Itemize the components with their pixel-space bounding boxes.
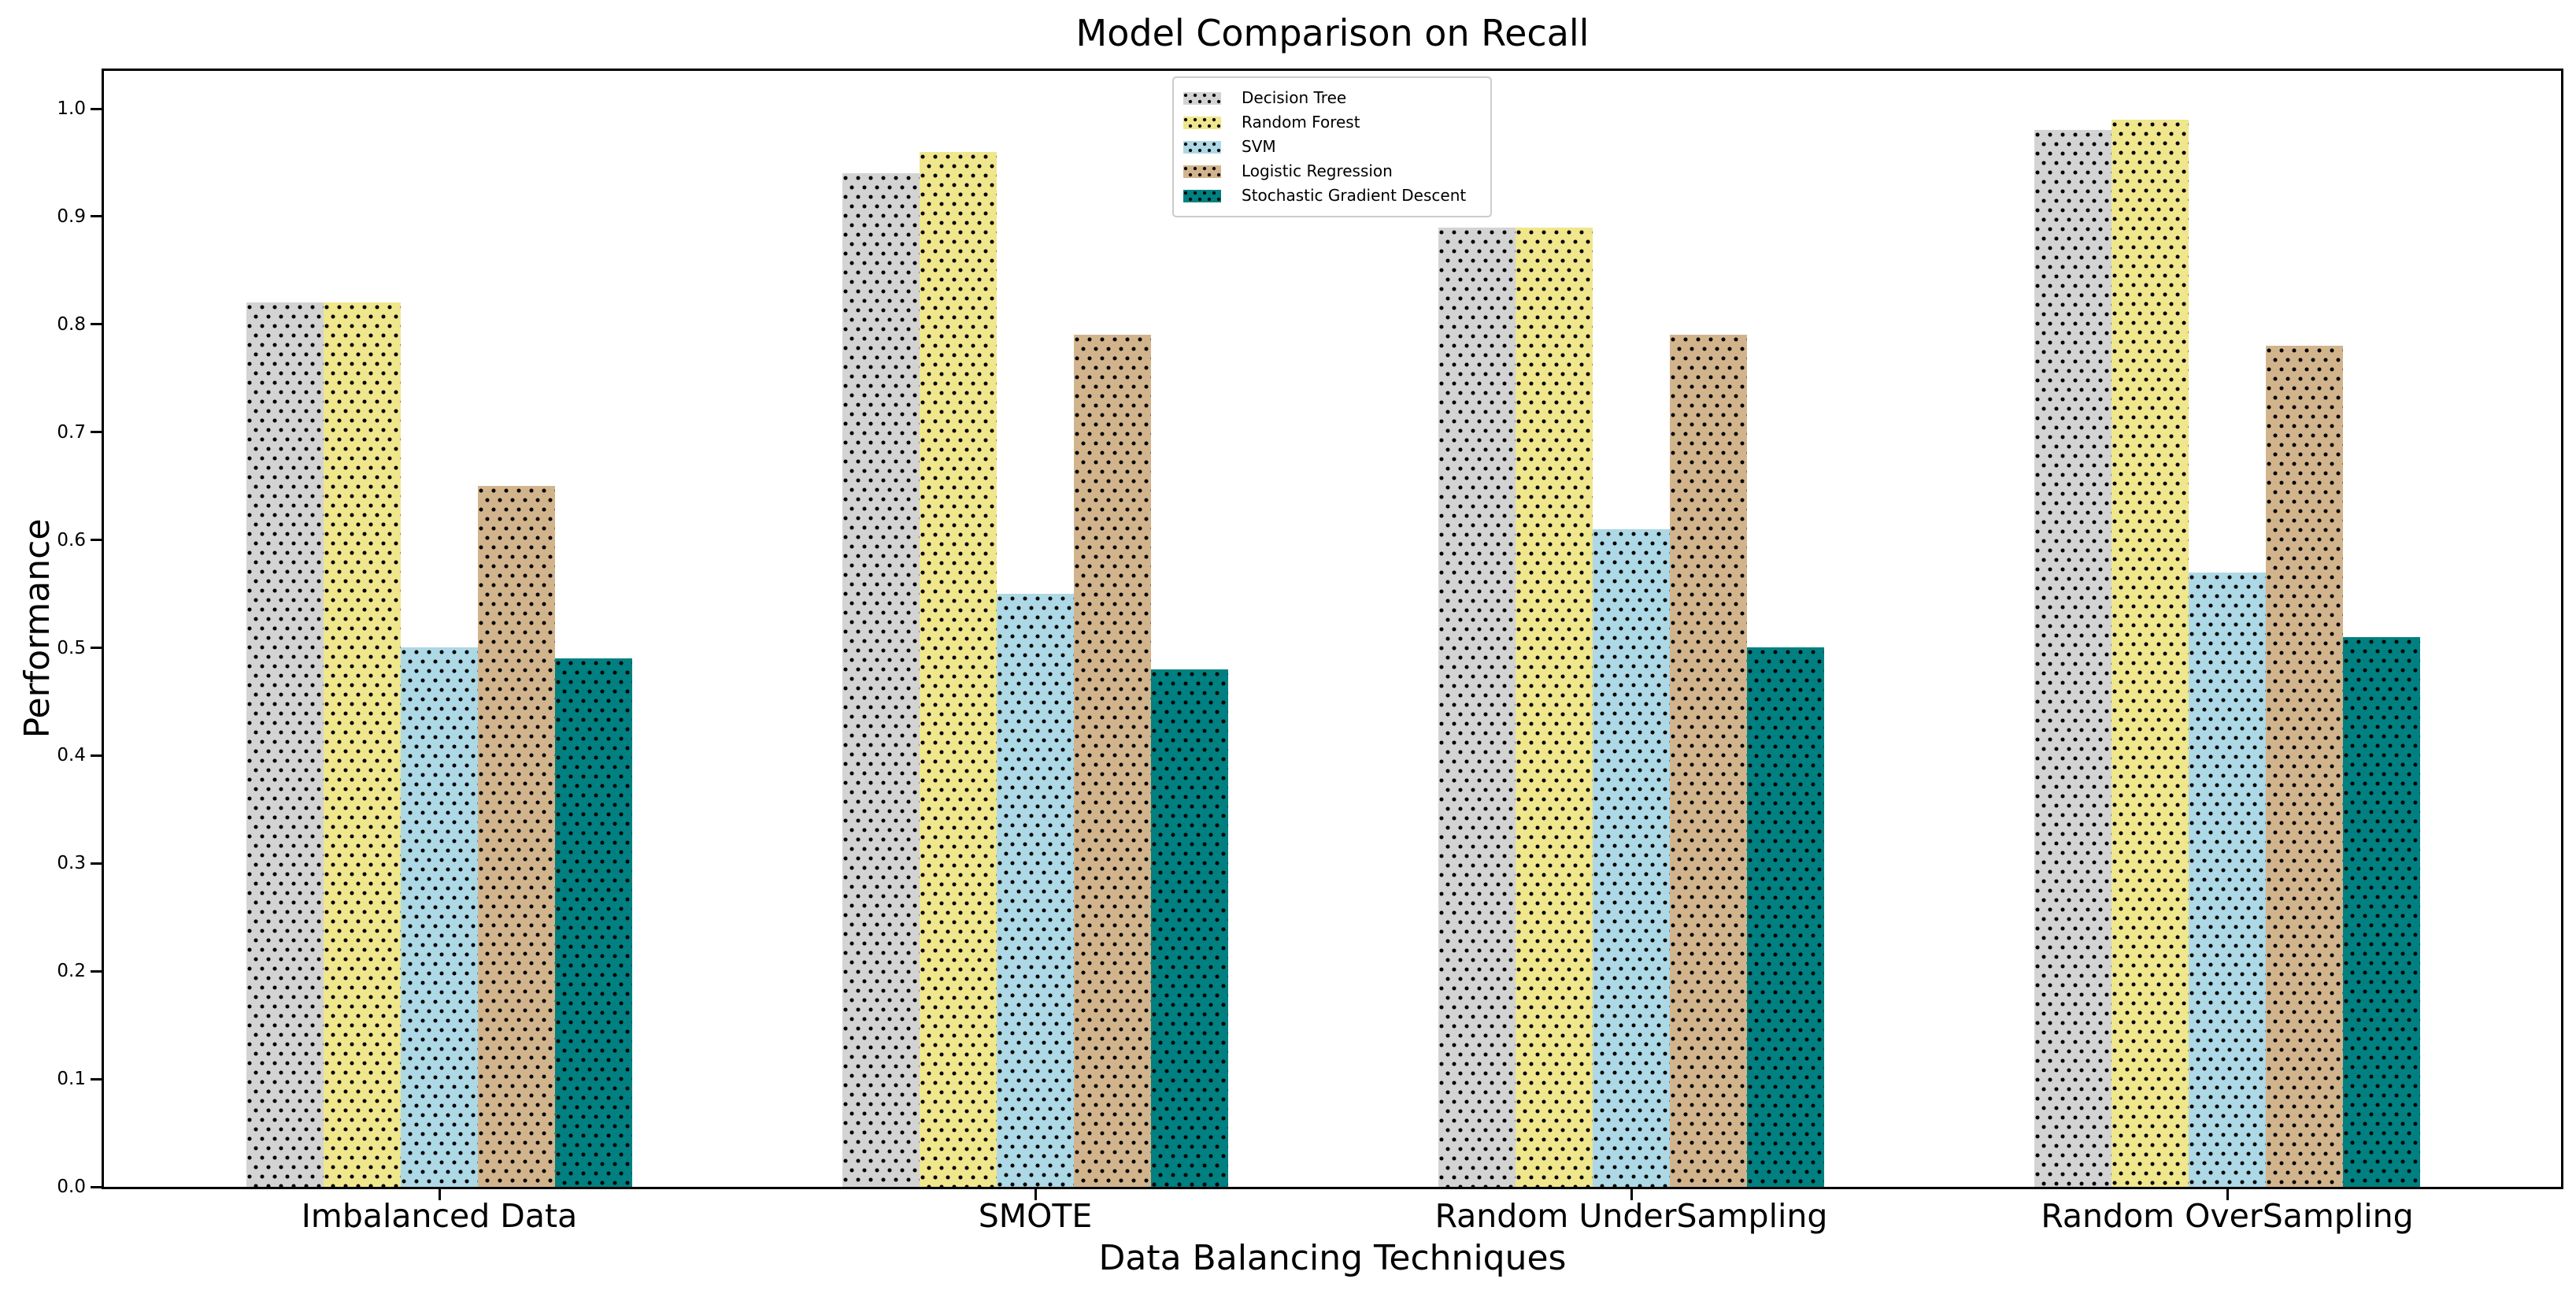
y-tick-label: 0.1	[57, 1069, 86, 1090]
chart-title: Model Comparison on Recall	[1075, 12, 1590, 54]
legend-swatch	[1183, 189, 1221, 202]
legend-entry: Stochastic Gradient Descent	[1183, 183, 1481, 208]
legend-swatch	[1183, 116, 1221, 129]
y-tick-mark	[91, 431, 102, 434]
legend-label: Stochastic Gradient Descent	[1242, 186, 1467, 205]
x-tick-mark	[2226, 1187, 2229, 1200]
plot-area	[102, 69, 2563, 1189]
bar-stochastic-gradient-descent-group3	[1747, 647, 1824, 1187]
bar-decision-tree-group2	[842, 173, 920, 1187]
x-tick-label: Random OverSampling	[2041, 1197, 2414, 1235]
bar-stochastic-gradient-descent-group2	[1151, 669, 1228, 1187]
bar-svm-group1	[401, 647, 478, 1187]
legend: Decision Tree Random Forest SVM Logistic Re…	[1172, 76, 1492, 217]
bar-logistic-regression-group3	[1670, 335, 1747, 1187]
bar-random-forest-group3	[1516, 228, 1593, 1187]
y-tick-label: 0.8	[57, 313, 86, 335]
legend-swatch	[1183, 165, 1221, 178]
y-tick-label: 0.3	[57, 853, 86, 874]
y-tick-mark	[91, 647, 102, 649]
bar-stochastic-gradient-descent-group1	[555, 658, 632, 1187]
bar-svm-group2	[997, 594, 1074, 1187]
x-axis-label: Data Balancing Techniques	[1098, 1238, 1567, 1278]
bar-random-forest-group4	[2112, 120, 2189, 1187]
x-tick-label: Imbalanced Data	[301, 1197, 578, 1235]
y-tick-mark	[91, 539, 102, 542]
bar-logistic-regression-group1	[478, 486, 555, 1187]
x-tick-label: SMOTE	[978, 1197, 1093, 1235]
y-tick-label: 0.7	[57, 421, 86, 443]
legend-swatch	[1183, 91, 1221, 105]
x-tick-mark	[438, 1187, 441, 1200]
x-tick-mark	[1034, 1187, 1037, 1200]
legend-entry: Decision Tree	[1183, 86, 1481, 110]
legend-entry: Random Forest	[1183, 110, 1481, 135]
legend-entry: Logistic Regression	[1183, 159, 1481, 183]
bar-decision-tree-group3	[1438, 228, 1516, 1187]
y-tick-mark	[91, 969, 102, 973]
y-axis-label: Performance	[17, 518, 57, 739]
legend-label: SVM	[1242, 137, 1276, 156]
y-tick-mark	[91, 862, 102, 865]
x-tick-label: Random UnderSampling	[1434, 1197, 1828, 1235]
bar-logistic-regression-group2	[1074, 335, 1151, 1187]
bar-stochastic-gradient-descent-group4	[2343, 637, 2420, 1187]
y-tick-mark	[91, 323, 102, 326]
x-tick-mark	[1630, 1187, 1633, 1200]
bar-decision-tree-group4	[2034, 130, 2112, 1187]
bar-logistic-regression-group4	[2266, 346, 2343, 1187]
y-tick-mark	[91, 1077, 102, 1081]
legend-label: Random Forest	[1242, 113, 1360, 132]
bar-decision-tree-group1	[246, 302, 324, 1187]
y-tick-label: 0.0	[57, 1177, 86, 1197]
y-tick-label: 0.9	[57, 206, 86, 227]
legend-entry: SVM	[1183, 135, 1481, 159]
y-tick-mark	[91, 215, 102, 218]
y-tick-mark	[91, 107, 102, 110]
legend-label: Decision Tree	[1242, 88, 1347, 107]
legend-label: Logistic Regression	[1242, 161, 1393, 180]
y-tick-label: 0.6	[57, 529, 86, 550]
y-tick-mark	[91, 754, 102, 757]
y-tick-mark	[91, 1185, 102, 1188]
bar-svm-group3	[1593, 529, 1670, 1187]
bar-svm-group4	[2189, 573, 2266, 1187]
y-tick-label: 0.2	[57, 961, 86, 982]
legend-swatch	[1183, 140, 1221, 154]
bar-random-forest-group2	[920, 152, 997, 1187]
y-tick-label: 1.0	[57, 98, 86, 119]
y-tick-label: 0.5	[57, 637, 86, 658]
bar-random-forest-group1	[324, 302, 401, 1187]
y-tick-label: 0.4	[57, 745, 86, 766]
